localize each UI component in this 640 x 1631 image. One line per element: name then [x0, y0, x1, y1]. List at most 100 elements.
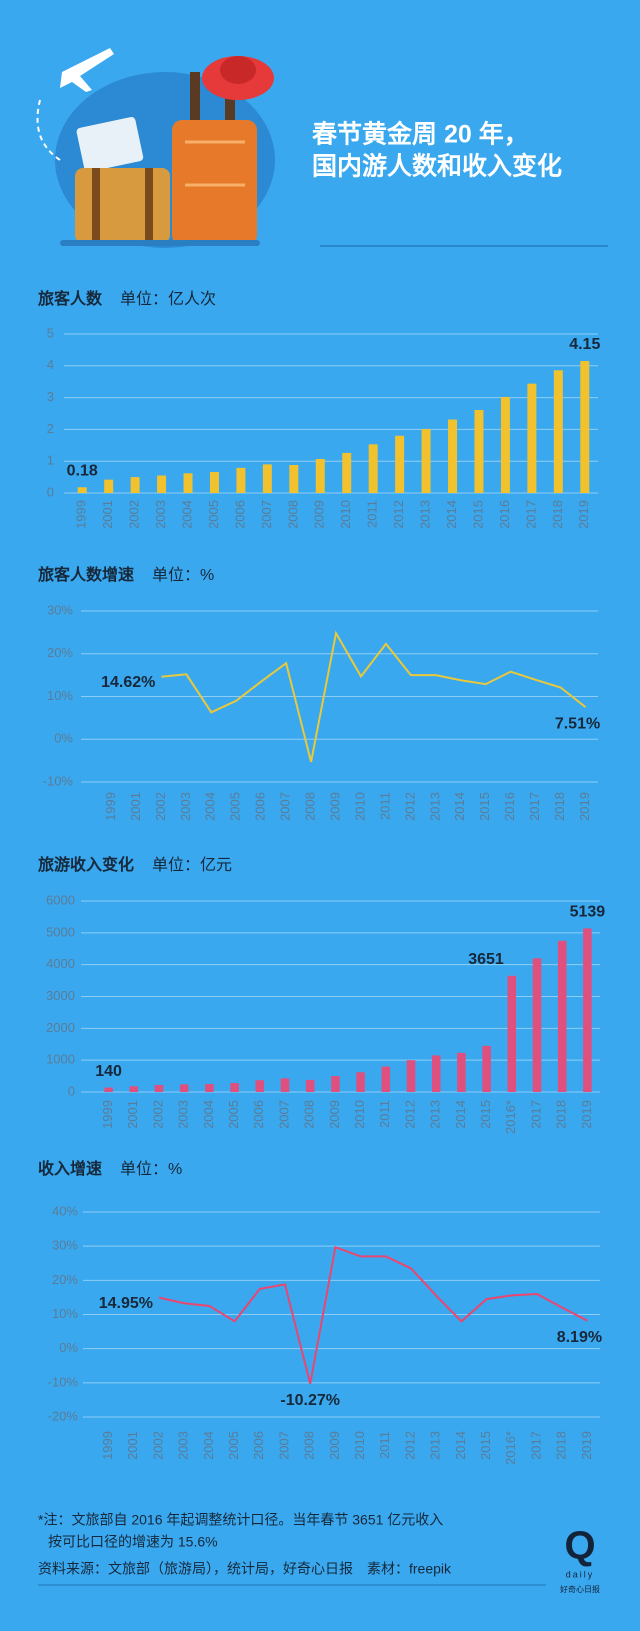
x-tick-label: 2018	[554, 1431, 569, 1460]
x-tick-label: 2011	[377, 1431, 392, 1459]
y-tick-label: 1	[47, 453, 54, 468]
x-tick-label: 2001	[100, 500, 115, 529]
y-tick-label: 0	[68, 1083, 75, 1098]
x-tick-label: 1999	[100, 1431, 115, 1460]
footnote: 按可比口径的增速为 15.6%	[48, 1534, 218, 1550]
chart-title: 旅游收入变化	[38, 855, 134, 874]
value-label: -10.27%	[280, 1392, 340, 1409]
x-tick-label: 2005	[228, 792, 243, 821]
x-tick-label: 2017	[527, 792, 542, 821]
bar	[457, 1052, 466, 1092]
chart-unit: 单位：%	[120, 1160, 182, 1178]
x-tick-label: 2019	[577, 792, 592, 821]
x-tick-label: 2012	[402, 1100, 417, 1129]
x-tick-label: 2004	[201, 1100, 216, 1129]
x-tick-label: 2013	[428, 1431, 443, 1460]
suitcase-small	[75, 168, 170, 243]
x-tick-label: 2004	[203, 792, 218, 821]
x-tick-label: 2011	[377, 792, 392, 820]
chart-unit: 单位：亿元	[152, 856, 232, 874]
value-label: 8.19%	[557, 1329, 602, 1346]
bar	[356, 1072, 365, 1092]
value-label: 14.62%	[101, 674, 155, 691]
value-label: 5139	[570, 904, 606, 921]
x-tick-label: 2013	[418, 500, 433, 529]
x-tick-label: 1999	[100, 1100, 115, 1129]
logo-word: daily	[566, 1569, 595, 1579]
y-tick-label: -10%	[43, 773, 74, 788]
bar	[104, 1087, 113, 1092]
map	[76, 117, 144, 173]
x-tick-label: 2009	[327, 1100, 342, 1129]
bar	[209, 472, 219, 493]
y-tick-label: 0%	[59, 1340, 78, 1355]
line	[161, 630, 587, 763]
x-tick-label: 2003	[176, 1100, 191, 1129]
bar	[154, 1084, 164, 1092]
x-tick-label: 2015	[477, 792, 492, 821]
x-tick-label: 2008	[285, 500, 300, 529]
y-tick-label: 2000	[46, 1020, 75, 1035]
bar	[500, 396, 510, 493]
bar	[331, 1076, 340, 1092]
x-tick-label: 2007	[276, 1100, 291, 1129]
x-tick-label: 2013	[428, 1100, 443, 1129]
x-tick-label: 2004	[201, 1431, 216, 1460]
source: 资料来源：文旅部（旅游局），统计局，好奇心日报 素材：freepik	[38, 1561, 452, 1577]
illustration	[36, 48, 275, 248]
x-tick-label: 2012	[402, 792, 417, 821]
bar	[474, 410, 484, 493]
bar	[236, 467, 246, 493]
strap	[145, 168, 153, 243]
x-tick-label: 2006	[232, 500, 247, 529]
chart-title: 旅客人数增速	[38, 565, 134, 584]
x-tick-label: 2006	[251, 1100, 266, 1129]
bar	[342, 452, 352, 493]
x-tick-label: 2018	[550, 500, 565, 529]
title-line: 春节黄金周 20 年，	[312, 120, 529, 149]
x-tick-label: 2010	[352, 1431, 367, 1460]
x-tick-label: 2002	[150, 1431, 165, 1460]
bar	[305, 1079, 315, 1092]
x-tick-label: 2003	[178, 792, 193, 821]
bar	[448, 419, 458, 493]
bar	[381, 1066, 391, 1092]
x-tick-label: 1999	[74, 500, 89, 529]
bar	[421, 429, 431, 493]
x-tick-label: 2014	[444, 500, 459, 529]
handle	[190, 72, 200, 122]
bar	[183, 473, 193, 493]
x-tick-label: 2016	[502, 792, 517, 821]
chart-title: 收入增速	[38, 1159, 102, 1178]
chart-unit: 单位：亿人次	[120, 290, 216, 308]
x-tick-label: 2013	[427, 792, 442, 821]
bar	[368, 444, 378, 493]
x-tick-label: 2010	[352, 792, 367, 821]
x-tick-label: 2002	[127, 500, 142, 529]
x-tick-label: 2005	[226, 1100, 241, 1129]
x-tick-label: 2001	[128, 792, 143, 821]
logo-name: 好奇心日报	[560, 1584, 600, 1594]
x-tick-label: 2015	[478, 1100, 493, 1129]
x-tick-label: 2008	[302, 1100, 317, 1129]
x-tick-label: 2005	[206, 500, 221, 529]
x-tick-label: 2019	[576, 500, 591, 529]
y-tick-label: 4	[47, 357, 54, 372]
bar	[532, 958, 542, 1092]
x-tick-label: 2008	[302, 1431, 317, 1460]
y-tick-label: 5	[47, 325, 54, 340]
line	[158, 1245, 588, 1385]
suitcase-large	[172, 120, 257, 245]
x-tick-label: 2007	[276, 1431, 291, 1460]
shadow	[60, 240, 260, 246]
bar	[583, 928, 592, 1092]
x-tick-label: 2018	[554, 1100, 569, 1129]
x-tick-label: 2017	[528, 1431, 543, 1460]
x-tick-label: 2014	[452, 792, 467, 821]
title-line: 国内游人数和收入变化	[312, 152, 562, 181]
y-tick-label: 4000	[46, 956, 75, 971]
x-tick-label: 2003	[153, 500, 168, 529]
hat-top	[220, 56, 256, 84]
bar	[77, 487, 87, 493]
bar	[315, 458, 325, 493]
